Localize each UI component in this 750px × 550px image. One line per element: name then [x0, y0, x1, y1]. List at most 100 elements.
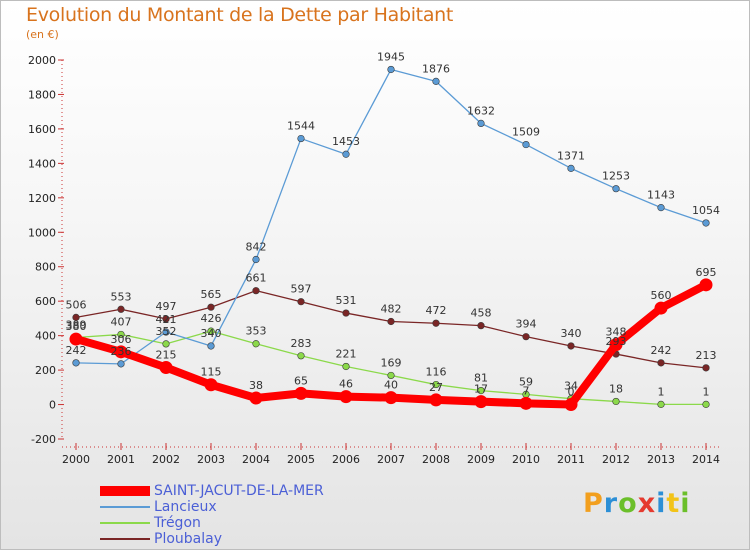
data-label-tregon: 221 — [336, 347, 357, 360]
data-label-saint-jacut-de-la-mer: 348 — [606, 326, 627, 339]
data-point-lancieux — [432, 77, 440, 85]
data-point-lancieux — [702, 219, 710, 227]
data-point-lancieux — [522, 140, 530, 149]
chart-subtitle: (en €) — [26, 28, 59, 41]
data-point-saint-jacut-de-la-mer — [114, 345, 128, 359]
data-point-tregon — [207, 327, 215, 335]
x-tick-label: 2004 — [242, 453, 270, 466]
legend-swatch-lancieux — [100, 506, 150, 508]
data-label-tregon: 169 — [381, 356, 402, 369]
data-point-ploubalay — [702, 364, 710, 372]
logo-letter: r — [603, 488, 619, 519]
data-point-ploubalay — [117, 305, 125, 313]
legend-swatch-saint-jacut — [100, 486, 150, 496]
chart-title: Evolution du Montant de la Dette par Hab… — [26, 4, 454, 26]
data-label-saint-jacut-de-la-mer: 38 — [249, 379, 263, 392]
legend-label-tregon: Trégon — [154, 515, 201, 531]
data-point-lancieux — [297, 134, 305, 143]
data-point-tregon — [117, 330, 125, 339]
data-label-lancieux: 421 — [156, 313, 177, 326]
data-label-ploubalay: 531 — [336, 294, 357, 307]
data-label-tregon: 1 — [658, 385, 665, 398]
data-point-lancieux — [387, 65, 395, 74]
data-label-lancieux: 242 — [66, 344, 87, 357]
data-label-ploubalay: 553 — [111, 290, 132, 303]
data-label-ploubalay: 242 — [651, 344, 672, 357]
legend-label-ploubalay: Ploubalay — [154, 531, 222, 547]
x-tick-label: 2013 — [647, 453, 675, 466]
data-label-saint-jacut-de-la-mer: 7 — [523, 384, 530, 397]
data-point-ploubalay — [297, 298, 305, 306]
data-point-tregon — [162, 340, 170, 348]
data-point-ploubalay — [342, 309, 350, 317]
data-label-tregon: 18 — [609, 382, 623, 395]
data-point-ploubalay — [567, 342, 575, 350]
data-point-ploubalay — [207, 303, 215, 311]
y-tick-label: 1200 — [28, 192, 56, 205]
data-point-ploubalay — [72, 313, 80, 321]
data-label-saint-jacut-de-la-mer: 27 — [429, 381, 443, 394]
data-point-saint-jacut-de-la-mer — [384, 391, 398, 405]
data-label-lancieux: 1509 — [512, 126, 540, 139]
data-label-tregon: 116 — [426, 366, 447, 379]
data-point-tregon — [702, 400, 710, 408]
data-label-saint-jacut-de-la-mer: 560 — [651, 289, 672, 302]
x-tick-label: 2005 — [287, 453, 315, 466]
data-point-tregon — [252, 340, 260, 348]
data-point-lancieux — [657, 204, 665, 212]
y-tick-label: 1000 — [28, 226, 56, 239]
data-point-ploubalay — [477, 322, 485, 330]
data-label-lancieux: 1453 — [332, 135, 360, 148]
y-tick-label: -200 — [31, 433, 56, 446]
data-label-lancieux: 1253 — [602, 170, 630, 183]
logo-letter: t — [666, 488, 681, 519]
data-label-saint-jacut-de-la-mer: 380 — [66, 320, 87, 333]
data-label-ploubalay: 340 — [561, 327, 582, 340]
data-label-ploubalay: 394 — [516, 318, 537, 331]
y-tick-label: 0 — [49, 399, 56, 412]
data-label-saint-jacut-de-la-mer: 215 — [156, 349, 177, 362]
data-label-saint-jacut-de-la-mer: 46 — [339, 378, 353, 391]
data-point-ploubalay — [657, 359, 665, 367]
logo-letter: P — [583, 488, 604, 519]
data-label-saint-jacut-de-la-mer: 695 — [696, 266, 717, 279]
data-label-saint-jacut-de-la-mer: 17 — [474, 383, 488, 396]
y-tick-label: 200 — [35, 364, 56, 377]
logo-letter: i — [680, 488, 691, 519]
data-point-tregon — [297, 352, 305, 360]
logo-letter: i — [656, 488, 667, 519]
data-point-lancieux — [117, 360, 125, 368]
data-point-ploubalay — [432, 319, 440, 327]
data-point-ploubalay — [522, 333, 530, 341]
data-point-lancieux — [207, 342, 215, 350]
data-point-lancieux — [567, 164, 575, 172]
data-label-tregon: 389 — [66, 319, 87, 332]
data-label-tregon: 426 — [201, 312, 222, 325]
data-point-saint-jacut-de-la-mer — [699, 278, 713, 292]
data-label-tregon: 283 — [291, 337, 312, 350]
data-point-saint-jacut-de-la-mer — [609, 338, 623, 352]
data-label-tregon: 352 — [156, 325, 177, 338]
data-label-ploubalay: 472 — [426, 304, 447, 317]
legend-swatch-tregon — [100, 522, 150, 524]
data-point-lancieux — [477, 119, 485, 127]
x-tick-label: 2001 — [107, 453, 135, 466]
data-label-lancieux: 842 — [246, 240, 267, 253]
data-label-tregon: 407 — [111, 315, 132, 328]
data-label-tregon: 81 — [474, 372, 488, 385]
y-tick-label: 400 — [35, 330, 56, 343]
data-point-ploubalay — [387, 317, 395, 326]
x-tick-label: 2014 — [692, 453, 720, 466]
data-point-saint-jacut-de-la-mer — [204, 378, 218, 392]
data-label-saint-jacut-de-la-mer: 115 — [201, 366, 222, 379]
data-label-lancieux: 1054 — [692, 204, 720, 217]
data-point-tregon — [342, 362, 350, 371]
data-label-lancieux: 1945 — [377, 50, 405, 63]
data-label-ploubalay: 506 — [66, 298, 87, 311]
data-label-ploubalay: 293 — [606, 335, 627, 348]
x-tick-label: 2008 — [422, 453, 450, 466]
y-tick-label: 800 — [35, 261, 56, 274]
x-tick-label: 2006 — [332, 453, 360, 466]
data-label-saint-jacut-de-la-mer: 0 — [568, 386, 575, 399]
logo-letter: x — [637, 488, 657, 519]
